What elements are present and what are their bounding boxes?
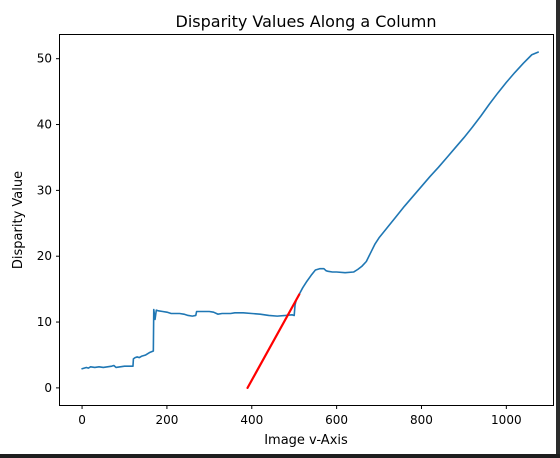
x-tick-label: 0 (78, 413, 86, 427)
y-tick-label: 20 (37, 249, 52, 263)
x-axis-label: Image v-Axis (264, 433, 348, 448)
window-edge (556, 0, 560, 454)
chart-title: Disparity Values Along a Column (176, 12, 437, 31)
plot-area-frame (59, 34, 554, 406)
x-tick-label: 200 (155, 413, 178, 427)
y-axis-ticks: 0 10 20 30 40 50 (37, 52, 60, 395)
y-tick-label: 10 (37, 315, 52, 329)
x-tick-label: 1000 (491, 413, 522, 427)
series-line-2 (246, 293, 301, 389)
x-tick-label: 400 (240, 413, 263, 427)
series-line-1 (81, 51, 539, 370)
y-tick-label: 0 (44, 381, 52, 395)
series-layer (81, 51, 539, 389)
x-axis-ticks: 0 200 400 600 800 1000 (78, 405, 522, 427)
x-tick-label: 800 (410, 413, 433, 427)
y-axis-label: Disparity Value (11, 171, 26, 269)
x-tick-label: 600 (325, 413, 348, 427)
y-tick-label: 30 (37, 183, 52, 197)
y-tick-label: 40 (37, 118, 52, 132)
y-tick-label: 50 (37, 52, 52, 66)
